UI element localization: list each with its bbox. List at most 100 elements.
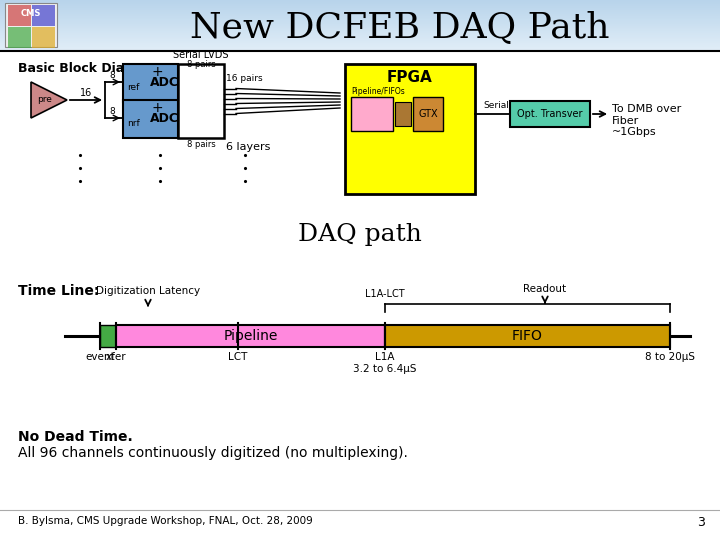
- Bar: [0, 13, 720, 14]
- Text: GTX: GTX: [418, 109, 438, 119]
- Text: Time Line:: Time Line:: [18, 284, 99, 298]
- Bar: [510, 101, 590, 127]
- Text: Readout: Readout: [523, 284, 567, 294]
- Bar: [0, 31, 720, 32]
- Bar: [0, 1, 720, 2]
- Bar: [123, 64, 178, 102]
- Bar: [0, 12, 720, 14]
- Bar: [0, 12, 720, 13]
- Bar: [0, 37, 720, 38]
- Text: event: event: [85, 352, 114, 362]
- Bar: [0, 15, 720, 16]
- Bar: [0, 3, 720, 4]
- Bar: [0, 48, 720, 49]
- Bar: [0, 22, 720, 23]
- Bar: [0, 21, 720, 22]
- Bar: [0, 29, 720, 30]
- Text: 8: 8: [109, 107, 114, 116]
- Text: ADC: ADC: [150, 112, 179, 125]
- Bar: [0, 24, 720, 25]
- Text: LCT: LCT: [228, 352, 248, 362]
- Bar: [413, 97, 443, 131]
- Bar: [0, 40, 720, 41]
- Text: 8 pairs: 8 pairs: [186, 60, 215, 69]
- Bar: [0, 47, 720, 48]
- Bar: [0, 43, 720, 44]
- Bar: [0, 44, 720, 45]
- Text: L1A
3.2 to 6.4μS: L1A 3.2 to 6.4μS: [354, 352, 417, 374]
- Text: 16 pairs: 16 pairs: [226, 74, 263, 83]
- Bar: [0, 24, 720, 25]
- Bar: [0, 36, 720, 37]
- Bar: [0, 40, 720, 42]
- Bar: [0, 46, 720, 48]
- Bar: [178, 64, 224, 138]
- Text: +: +: [151, 65, 163, 79]
- Bar: [123, 100, 178, 138]
- Text: FPGA: FPGA: [387, 70, 433, 84]
- Bar: [0, 11, 720, 12]
- Text: FIFO: FIFO: [512, 329, 543, 343]
- Text: +: +: [151, 101, 163, 115]
- Text: 8: 8: [109, 71, 114, 80]
- Text: B. Bylsma, CMS Upgrade Workshop, FNAL, Oct. 28, 2009: B. Bylsma, CMS Upgrade Workshop, FNAL, O…: [18, 516, 312, 526]
- Bar: [100, 325, 116, 347]
- Text: Digitization Latency: Digitization Latency: [96, 286, 200, 296]
- Bar: [0, 0, 720, 1]
- Bar: [0, 2, 720, 3]
- Bar: [345, 64, 475, 194]
- Text: Serial LVDS: Serial LVDS: [174, 50, 229, 60]
- Bar: [0, 32, 720, 33]
- Bar: [0, 33, 720, 35]
- Text: 16: 16: [80, 88, 92, 98]
- Bar: [0, 8, 720, 9]
- Bar: [0, 25, 720, 27]
- Bar: [0, 4, 720, 5]
- Bar: [0, 23, 720, 24]
- Bar: [0, 33, 720, 34]
- Bar: [0, 43, 720, 44]
- Bar: [0, 7, 720, 8]
- Bar: [0, 25, 720, 26]
- Bar: [0, 16, 720, 17]
- Bar: [0, 10, 720, 11]
- Text: Pipeline: Pipeline: [223, 329, 278, 343]
- Bar: [0, 17, 720, 18]
- Text: nrf: nrf: [127, 118, 140, 127]
- Bar: [5, 3, 57, 47]
- Text: 6 layers: 6 layers: [226, 142, 271, 152]
- Text: DAQ path: DAQ path: [298, 224, 422, 246]
- Text: ADC: ADC: [150, 77, 179, 90]
- Bar: [0, 9, 720, 10]
- Bar: [0, 14, 720, 15]
- Text: All 96 channels continuously digitized (no multiplexing).: All 96 channels continuously digitized (…: [18, 446, 408, 460]
- Bar: [0, 27, 720, 28]
- Bar: [8, 5, 31, 26]
- Bar: [0, 9, 720, 10]
- Text: ref: ref: [127, 83, 139, 91]
- Bar: [0, 45, 720, 47]
- Text: No Dead Time.: No Dead Time.: [18, 430, 132, 444]
- Bar: [0, 6, 720, 8]
- Text: 8 to 20μS: 8 to 20μS: [645, 352, 695, 362]
- Text: Opt. Transver: Opt. Transver: [517, 109, 582, 119]
- Bar: [0, 32, 720, 33]
- Bar: [0, 3, 720, 4]
- Bar: [0, 31, 720, 32]
- Bar: [0, 4, 720, 5]
- Bar: [0, 49, 720, 50]
- Text: 8 pairs: 8 pairs: [186, 140, 215, 149]
- Bar: [0, 8, 720, 9]
- Bar: [0, 16, 720, 17]
- Bar: [0, 19, 720, 20]
- Text: New DCFEB DAQ Path: New DCFEB DAQ Path: [190, 11, 610, 45]
- Polygon shape: [31, 82, 67, 118]
- Bar: [0, 21, 720, 22]
- Text: Pipeline/FIFOs: Pipeline/FIFOs: [351, 87, 405, 96]
- Bar: [32, 5, 55, 26]
- Bar: [0, 1, 720, 2]
- Bar: [0, 45, 720, 46]
- Bar: [395, 102, 411, 126]
- Bar: [0, 35, 720, 36]
- Bar: [32, 27, 55, 48]
